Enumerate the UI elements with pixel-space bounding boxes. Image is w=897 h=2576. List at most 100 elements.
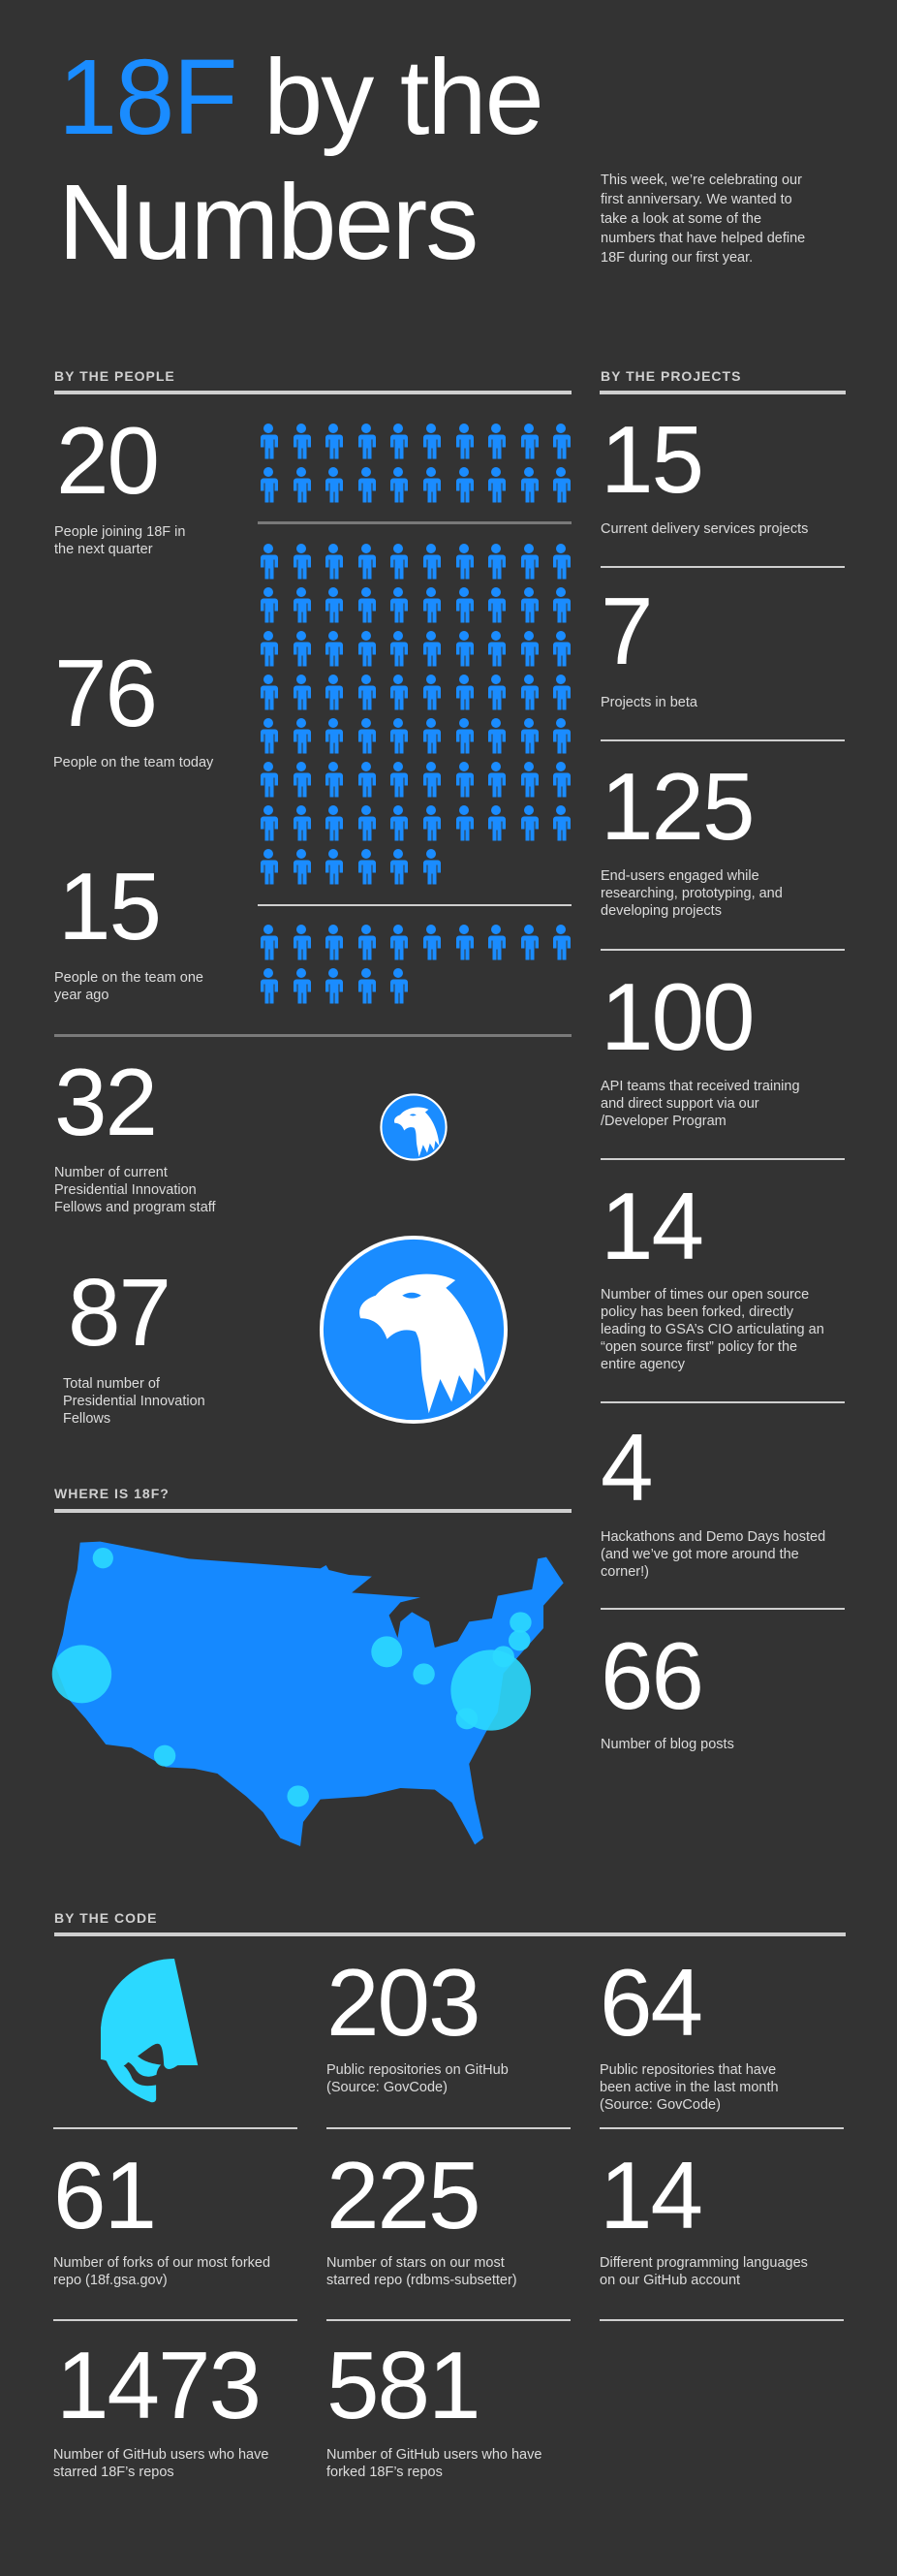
github-icon (101, 1959, 199, 2103)
person-icon (323, 762, 344, 798)
label-line: Number of forks of our most forked (53, 2255, 271, 2271)
divider (53, 2127, 297, 2129)
stat-number: 1473 (56, 2332, 262, 2438)
people-icon-grid-joining (258, 424, 572, 503)
person-icon (387, 424, 409, 459)
us-map (51, 1541, 564, 1846)
person-icon (356, 544, 377, 580)
person-icon (453, 718, 475, 754)
person-icon (291, 805, 312, 841)
person-icon (356, 467, 377, 503)
person-icon (550, 675, 572, 710)
stat-number: 14 (601, 1173, 704, 1279)
stat-number: 203 (326, 1949, 481, 2056)
person-icon (291, 467, 312, 503)
person-icon (420, 849, 442, 885)
stat-number: 125 (601, 753, 756, 860)
person-icon (356, 587, 377, 623)
person-icon (387, 587, 409, 623)
person-icon (356, 631, 377, 667)
person-icon (420, 805, 442, 841)
intro-line: 18F during our first year. (601, 250, 754, 266)
person-icon (518, 805, 540, 841)
stat-label: Public repositories on GitHub (Source: Go… (326, 2061, 509, 2096)
label-line: (Source: GovCode) (326, 2080, 448, 2095)
person-icon (258, 587, 279, 623)
person-icon (420, 631, 442, 667)
intro-line: numbers that have helped define (601, 231, 806, 246)
person-icon (420, 925, 442, 960)
label-line: starred 18F’s repos (53, 2465, 174, 2480)
divider (54, 1034, 572, 1037)
person-icon (453, 762, 475, 798)
person-icon (323, 849, 344, 885)
label-line: Hackathons and Demo Days hosted (601, 1529, 826, 1545)
us-map-shape (54, 1541, 564, 1846)
person-icon (323, 925, 344, 960)
person-icon (258, 925, 279, 960)
section-heading-code: BY THE CODE (54, 1910, 158, 1926)
label-line: People joining 18F in (54, 524, 186, 540)
page-title: 18F by the Numbers (58, 35, 544, 285)
person-icon (387, 925, 409, 960)
person-icon (485, 925, 507, 960)
stat-label: People joining 18F in the next quarter (54, 523, 185, 558)
stat-number: 20 (56, 407, 160, 514)
stat-number: 15 (58, 853, 162, 959)
stat-label: Number of GitHub users who have starred 1… (53, 2446, 268, 2481)
person-icon (550, 631, 572, 667)
person-icon (291, 968, 312, 1004)
stat-label: Number of times our open source policy ha… (601, 1286, 824, 1373)
person-icon (387, 544, 409, 580)
stat-label: Number of stars on our most starred repo … (326, 2254, 517, 2289)
label-line: researching, prototyping, and (601, 886, 783, 901)
person-icon (356, 968, 377, 1004)
label-line: (and we’ve got more around the (601, 1547, 799, 1562)
label-line: People on the team today (53, 755, 214, 770)
person-icon (387, 718, 409, 754)
stat-number: 4 (601, 1414, 653, 1521)
person-icon (356, 849, 377, 885)
person-icon (387, 631, 409, 667)
person-icon (420, 424, 442, 459)
label-line: been active in the last month (600, 2080, 779, 2095)
section-heading-people: BY THE PEOPLE (54, 368, 175, 384)
person-icon (550, 762, 572, 798)
person-icon (387, 675, 409, 710)
label-line: End-users engaged while (601, 868, 759, 884)
location-marker (509, 1630, 531, 1651)
person-icon (258, 424, 279, 459)
label-line: Fellows (63, 1411, 111, 1427)
eagle-icon-small (380, 1093, 448, 1161)
person-icon (518, 424, 540, 459)
label-line: starred repo (rdbms-subsetter) (326, 2273, 517, 2288)
person-icon (550, 424, 572, 459)
stat-label: People on the team one year ago (54, 969, 203, 1004)
section-rule (54, 391, 572, 394)
divider (601, 566, 845, 568)
person-icon (356, 718, 377, 754)
stat-label: Number of current Presidential Innovation… (54, 1164, 216, 1216)
section-rule (600, 391, 846, 394)
stat-number: 581 (326, 2332, 481, 2438)
label-line: Presidential Innovation (54, 1182, 197, 1198)
person-icon (485, 544, 507, 580)
person-icon (518, 762, 540, 798)
person-icon (323, 718, 344, 754)
person-icon (258, 849, 279, 885)
person-icon (323, 805, 344, 841)
label-line: /Developer Program (601, 1114, 727, 1129)
divider (53, 2319, 297, 2321)
stat-label: Number of blog posts (601, 1736, 734, 1753)
person-icon (550, 805, 572, 841)
person-icon (550, 587, 572, 623)
person-icon (420, 762, 442, 798)
section-rule (54, 1509, 572, 1513)
stat-label: End-users engaged while researching, prot… (601, 867, 783, 920)
person-icon (323, 544, 344, 580)
divider (326, 2127, 571, 2129)
label-line: the next quarter (54, 542, 153, 557)
person-icon (291, 718, 312, 754)
stat-label: Hackathons and Demo Days hosted (and we’v… (601, 1528, 825, 1581)
location-marker (371, 1636, 403, 1668)
